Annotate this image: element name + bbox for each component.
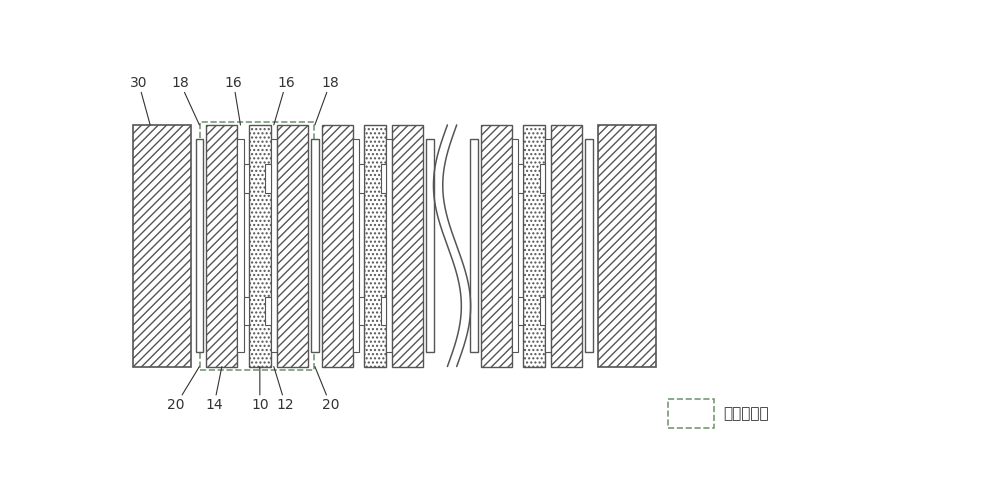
Text: 20: 20 — [167, 367, 199, 412]
Bar — [481, 125, 512, 367]
Bar — [540, 164, 545, 193]
Bar — [364, 125, 386, 367]
Text: ：单元电池: ：单元电池 — [723, 406, 769, 421]
Bar — [512, 139, 518, 352]
Bar — [392, 125, 423, 367]
Text: 16: 16 — [225, 76, 242, 125]
Bar — [470, 139, 478, 352]
Text: 18: 18 — [315, 76, 339, 125]
Bar — [271, 139, 277, 352]
Bar — [668, 399, 714, 428]
Bar — [540, 297, 545, 326]
Bar — [277, 125, 308, 367]
Bar — [206, 125, 237, 367]
Text: 20: 20 — [315, 367, 339, 412]
Bar — [386, 139, 392, 352]
Text: 12: 12 — [274, 367, 294, 412]
Bar — [133, 125, 191, 367]
Bar — [598, 125, 656, 367]
Text: 18: 18 — [171, 76, 199, 125]
Bar — [200, 122, 314, 370]
Bar — [585, 139, 593, 352]
Bar — [353, 139, 359, 352]
Bar — [244, 164, 249, 193]
Bar — [545, 139, 551, 352]
Bar — [518, 297, 523, 326]
Bar — [381, 297, 386, 326]
Bar — [311, 139, 319, 352]
Bar — [322, 125, 353, 367]
Bar — [359, 297, 364, 326]
Bar — [249, 125, 271, 367]
Bar — [265, 164, 271, 193]
Bar — [196, 139, 203, 352]
Text: 16: 16 — [274, 76, 295, 125]
Text: 10: 10 — [251, 367, 269, 412]
Bar — [381, 164, 386, 193]
Bar — [523, 125, 545, 367]
Bar — [237, 139, 244, 352]
Bar — [426, 139, 434, 352]
Bar — [551, 125, 582, 367]
Text: 14: 14 — [205, 367, 223, 412]
Text: 30: 30 — [130, 76, 150, 125]
Bar — [518, 164, 523, 193]
Bar — [359, 164, 364, 193]
Bar — [244, 297, 249, 326]
Bar — [265, 297, 271, 326]
